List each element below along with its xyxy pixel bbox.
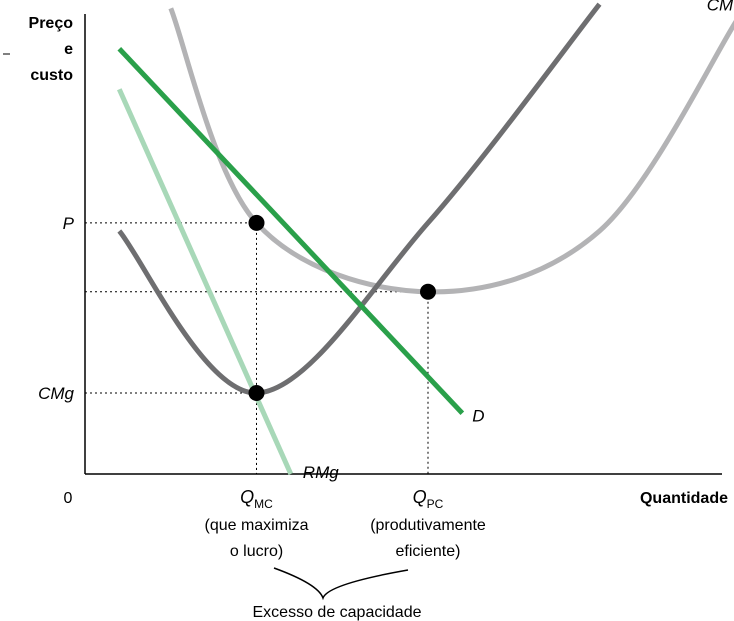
series-rmg-label: RMg [303,463,339,482]
origin-label: 0 [64,490,73,507]
y-tick-p: P [63,214,75,233]
axes [3,14,722,475]
x-axis-label: Quantidade [640,490,728,507]
x-tick-caption-pc-2: eficiente) [396,543,461,560]
series-cmg-line [117,2,602,396]
x-tick-caption-pc-1: (produtivamente [370,517,486,534]
x-tick-caption-mc-2: o lucro) [230,543,283,560]
axis-labels: Preço e custo Quantidade 0 [29,15,729,507]
brace-shape [273,567,409,601]
y-axis-label-line-2: e [64,41,73,58]
x-tick-q-mc: QMC [240,487,273,511]
x-tick-caption-mc-1: (que maximiza [204,517,308,534]
key-point-1 [248,214,265,231]
series-d-label: D [472,406,484,425]
y-tick-cmg: CMg [38,384,74,403]
series-labels: CMTRMgCMgD [303,0,734,482]
excess-capacity-label: Excesso de capacidade [253,604,422,621]
y-axis-label-line-3: custo [30,67,73,84]
series-d-line [117,47,465,415]
series-rmg-line [117,88,294,476]
series-cmt-line [168,7,734,295]
key-point-2 [420,283,436,300]
key-point-3 [248,385,265,401]
x-tick-q-pc: QPC [413,487,444,511]
tick-labels: P CMg QMC (que maximiza o lucro) QPC (produtiv… [38,214,486,560]
key-points [248,214,436,401]
excess-capacity-brace: Excesso de capacidade [253,567,422,621]
series-cmt-label: CMT [707,0,734,14]
curves [117,2,734,476]
y-axis-label-line-1: Preço [29,15,74,32]
